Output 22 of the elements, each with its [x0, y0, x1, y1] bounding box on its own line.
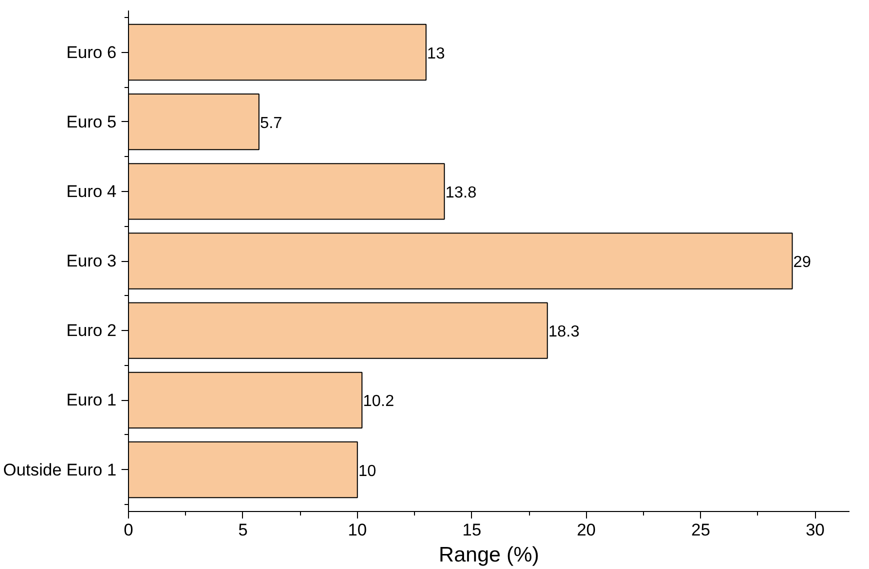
data-label: 10.2	[362, 393, 394, 410]
y-tick-label: Outside Euro 1	[3, 460, 117, 480]
x-tick-label: 5	[238, 520, 248, 540]
y-tick-label: Euro 3	[66, 252, 117, 270]
x-tick-label: 15	[462, 520, 482, 540]
x-tick-label: 0	[124, 520, 134, 540]
data-label: 5.7	[260, 114, 282, 132]
y-tick-label: Euro 2	[66, 321, 117, 340]
data-label: 10	[358, 462, 376, 480]
data-label: 13	[427, 45, 445, 62]
data-label: 13.8	[445, 184, 477, 202]
y-tick-label: Euro 6	[66, 42, 117, 62]
x-tick-label: 20	[576, 520, 596, 540]
x-tick-label: 30	[806, 520, 825, 540]
y-tick-label: Euro 4	[66, 182, 117, 201]
x-axis-title: Range (%)	[438, 544, 540, 566]
x-tick-label: 25	[691, 520, 710, 540]
y-tick-label: Euro 5	[66, 112, 117, 132]
data-label: 29	[793, 254, 812, 271]
data-label: 18.3	[548, 324, 580, 341]
y-tick-label: Euro 1	[66, 390, 117, 410]
x-tick-label: 10	[348, 520, 367, 540]
